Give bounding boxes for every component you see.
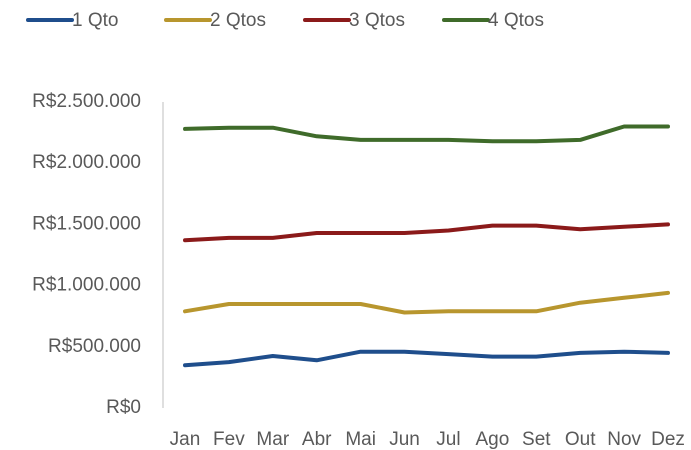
x-tick-label: Nov <box>607 429 641 450</box>
x-tick-label: Dez <box>651 429 685 450</box>
x-tick-label: Fev <box>213 429 245 450</box>
series-line <box>183 349 670 368</box>
x-tick-label: Set <box>522 429 551 450</box>
series-line <box>183 290 670 315</box>
y-tick-label: R$2.500.000 <box>32 91 141 112</box>
series-line <box>183 124 670 144</box>
y-tick-label: R$1.500.000 <box>32 213 141 234</box>
x-tick-label: Ago <box>475 429 509 450</box>
x-tick-label: Jun <box>389 429 420 450</box>
x-tick-label: Jul <box>436 429 460 450</box>
x-tick-label: Jan <box>170 429 201 450</box>
x-tick-label: Mai <box>345 429 376 450</box>
series-line <box>183 222 670 243</box>
legend-label: 3 Qtos <box>349 10 405 31</box>
x-tick-label: Abr <box>302 429 332 450</box>
y-tick-label: R$2.000.000 <box>32 152 141 173</box>
legend-label: 4 Qtos <box>488 10 544 31</box>
legend-label: 2 Qtos <box>210 10 266 31</box>
y-tick-label: R$500.000 <box>48 336 141 357</box>
legend-label: 1 Qto <box>72 10 118 31</box>
y-tick-label: R$1.000.000 <box>32 275 141 296</box>
x-tick-label: Mar <box>256 429 289 450</box>
y-tick-label: R$0 <box>106 397 141 418</box>
x-tick-label: Out <box>565 429 596 450</box>
